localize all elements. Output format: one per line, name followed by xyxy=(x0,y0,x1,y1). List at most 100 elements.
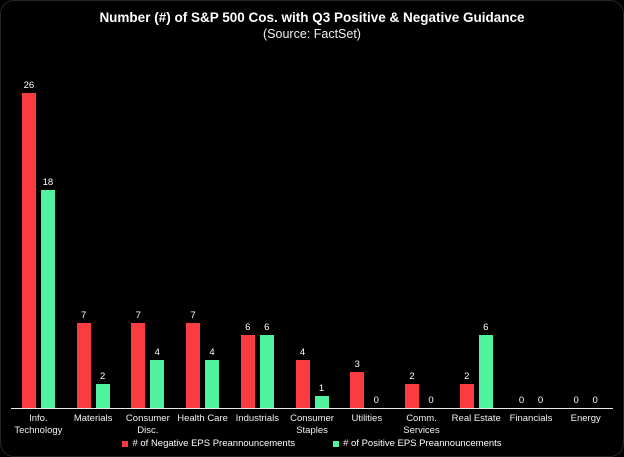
category-group: 6 6 Industrials xyxy=(230,42,285,436)
x-axis-line xyxy=(11,408,613,409)
category-label: Financials xyxy=(509,413,553,424)
category-label: Industrials xyxy=(235,413,279,424)
bar-negative xyxy=(350,371,365,408)
bar-value-label: 0 xyxy=(573,395,579,406)
bar-group-negative: 3 xyxy=(350,358,365,408)
category-group: 0 0 Energy xyxy=(558,42,613,436)
bar-positive xyxy=(314,395,329,408)
bar-value-label: 4 xyxy=(154,346,160,358)
category-group: 3 0 Utilities xyxy=(339,42,394,436)
bar-group-positive: 0 xyxy=(588,395,602,408)
category-group: 7 2 Materials xyxy=(66,42,121,436)
category-label: Utilities xyxy=(351,413,383,424)
legend: # of Negative EPS Preannouncements # of … xyxy=(1,438,623,449)
bar-value-label: 2 xyxy=(99,370,106,382)
bar-positive xyxy=(95,383,110,408)
bar-value-label: 1 xyxy=(318,382,325,394)
bar-value-label: 4 xyxy=(209,346,215,358)
category-group: 2 0 Comm. Services xyxy=(394,42,449,436)
bar-positive xyxy=(478,335,493,408)
bar-negative xyxy=(186,323,201,408)
bar-value-label: 7 xyxy=(135,310,141,322)
bar-group-positive: 4 xyxy=(150,346,165,408)
bar-value-label: 0 xyxy=(537,395,544,406)
bar-value-label: 0 xyxy=(373,395,379,406)
category-label: Consumer Staples xyxy=(290,413,334,436)
bar-negative xyxy=(131,323,146,408)
bar-value-label: 3 xyxy=(354,358,360,370)
category-label: Consumer Disc. xyxy=(125,413,170,436)
legend-label-positive: # of Positive EPS Preannouncements xyxy=(343,438,502,449)
bar-group-negative: 0 xyxy=(569,395,583,408)
bar-group-negative: 7 xyxy=(131,310,146,408)
bar-value-label: 2 xyxy=(464,370,470,382)
category-group: 0 0 Financials xyxy=(504,42,559,436)
bar-group-positive: 4 xyxy=(205,346,220,408)
bar-group-negative: 26 xyxy=(21,80,36,408)
bar-value-label: 7 xyxy=(80,310,87,322)
bar-value-label: 6 xyxy=(264,322,270,334)
legend-swatch-positive-icon xyxy=(333,440,340,447)
bar-negative xyxy=(240,335,255,408)
bar-group-negative: 4 xyxy=(295,346,310,408)
bar-positive xyxy=(259,335,274,408)
bar-value-label: 0 xyxy=(592,395,598,406)
chart-title: Number (#) of S&P 500 Cos. with Q3 Posit… xyxy=(99,10,525,25)
bar-positive xyxy=(40,190,55,408)
bar-negative xyxy=(76,323,91,408)
bar-group-positive: 2 xyxy=(95,370,110,408)
bar-value-label: 6 xyxy=(483,322,489,334)
bar-negative xyxy=(459,383,474,408)
category-label: Energy xyxy=(570,413,601,424)
bar-value-label: 2 xyxy=(409,370,415,382)
bar-value-label: 6 xyxy=(245,322,251,334)
bar-group-positive: 6 xyxy=(259,322,274,408)
legend-swatch-negative-icon xyxy=(122,440,129,447)
bar-group-negative: 2 xyxy=(459,370,474,408)
category-label: Health Care xyxy=(177,413,228,424)
category-group: 7 4 Health Care xyxy=(175,42,230,436)
bar-value-label: 18 xyxy=(42,177,54,189)
bar-group-negative: 2 xyxy=(405,371,419,408)
legend-item-positive: # of Positive EPS Preannouncements xyxy=(333,438,502,449)
bar-negative xyxy=(295,359,310,408)
bar-group-positive: 18 xyxy=(40,177,55,408)
bar-group-positive: 6 xyxy=(478,322,493,408)
bar-group-positive: 1 xyxy=(314,382,329,408)
category-group: 7 4 Consumer Disc. xyxy=(120,42,175,436)
category-label: Info. Technology xyxy=(14,413,63,436)
bar-group-negative: 0 xyxy=(514,395,528,408)
bar-value-label: 0 xyxy=(518,395,525,406)
bar-negative xyxy=(405,383,419,408)
bar-group-negative: 7 xyxy=(76,310,91,408)
category-label: Materials xyxy=(73,413,113,424)
category-group: 4 1 Consumer Staples xyxy=(285,42,340,436)
bar-value-label: 0 xyxy=(428,395,434,406)
bar-value-label: 4 xyxy=(299,346,306,358)
bar-positive xyxy=(150,359,165,408)
bar-group-negative: 7 xyxy=(186,310,201,408)
bar-group-positive: 0 xyxy=(533,395,547,408)
bar-group-positive: 0 xyxy=(424,395,438,408)
bar-value-label: 26 xyxy=(23,80,35,92)
category-group: 26 18 Info. Technology xyxy=(11,42,66,436)
bar-group-negative: 6 xyxy=(240,322,255,408)
legend-label-negative: # of Negative EPS Preannouncements xyxy=(132,438,296,449)
category-label: Real Estate xyxy=(451,413,501,424)
bar-negative xyxy=(21,93,36,408)
bar-group-positive: 0 xyxy=(369,395,383,408)
bars-pair: 26 18 xyxy=(21,42,55,408)
bar-value-label: 7 xyxy=(190,310,196,322)
bar-positive xyxy=(205,359,220,408)
